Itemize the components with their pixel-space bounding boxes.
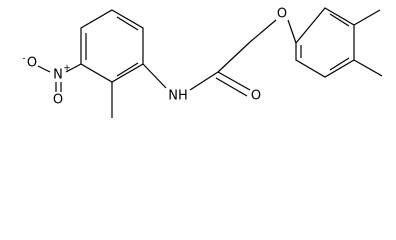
double-bond [116,16,139,31]
atom-label: O [277,7,287,22]
oc-bond [287,19,297,44]
co-bond [249,19,277,43]
cc-bond [217,41,251,73]
co-double-bond [215,77,248,97]
atom-label: O [251,89,261,104]
atom-label: O [53,93,63,108]
structure: O O NH N + O - O [22,7,383,118]
cn-bond [142,63,167,89]
nitro-bond [65,63,82,73]
double-bond [329,57,350,71]
co-double-bond [217,71,251,91]
double-bond [329,13,350,27]
ring [80,9,144,83]
ring [295,7,355,78]
bonds [37,7,383,118]
nc-bond [189,71,219,91]
double-bond [116,62,139,77]
charge: - [22,54,25,64]
methyl-bond [353,59,383,77]
atom-label: N [53,68,63,83]
atom-label: NH [168,89,188,104]
no-bond [37,65,51,73]
methyl-bond [353,9,381,26]
charge: + [63,64,71,74]
atom-label: O [27,56,37,71]
